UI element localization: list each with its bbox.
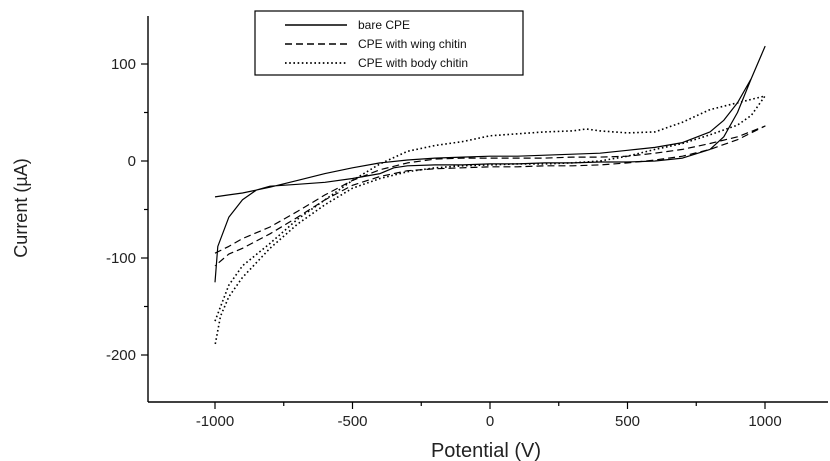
x-tick-label: 500 bbox=[615, 413, 640, 430]
y-axis-title: Current (µA) bbox=[11, 158, 31, 257]
series-layer bbox=[214, 45, 766, 346]
x-tick-label: 0 bbox=[486, 413, 494, 430]
series-line-2 bbox=[214, 125, 766, 267]
y-tick-label: 0 bbox=[128, 153, 136, 170]
legend: bare CPE CPE with wing chitin CPE with bod… bbox=[254, 10, 524, 76]
x-axis-title: Potential (V) bbox=[431, 440, 541, 461]
legend-label-1: bare CPE bbox=[358, 18, 410, 32]
y-tick-label: -100 bbox=[106, 250, 136, 267]
legend-label-2: CPE with wing chitin bbox=[358, 37, 467, 51]
x-tick-label: -1000 bbox=[196, 413, 234, 430]
x-tick-label: 1000 bbox=[748, 413, 781, 430]
series-line-3 bbox=[214, 95, 766, 346]
y-tick-label: 100 bbox=[111, 56, 136, 73]
legend-box bbox=[254, 10, 524, 76]
series-line-1 bbox=[214, 45, 766, 283]
x-tick-label: -500 bbox=[337, 413, 367, 430]
legend-label-3: CPE with body chitin bbox=[358, 56, 468, 70]
y-tick-label: -200 bbox=[106, 347, 136, 364]
